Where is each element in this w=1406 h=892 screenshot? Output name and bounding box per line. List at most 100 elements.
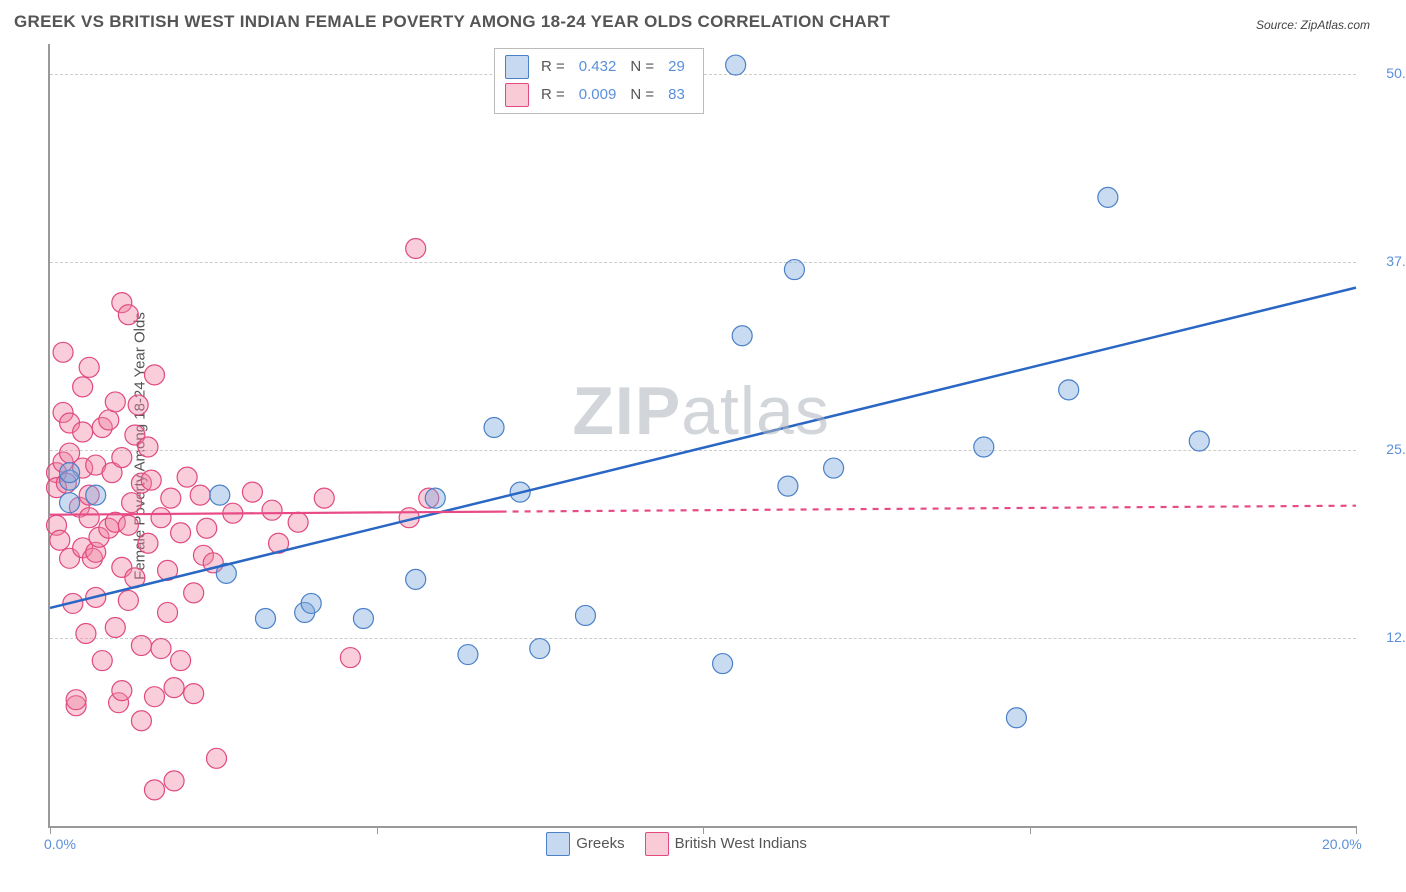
data-point (242, 482, 262, 502)
x-tick-label: 0.0% (44, 836, 76, 852)
data-point (79, 357, 99, 377)
data-point (73, 422, 93, 442)
r-label: R = (541, 81, 565, 109)
data-point (484, 417, 504, 437)
correlation-legend: R = 0.432 N = 29 R = 0.009 N = 83 (494, 48, 704, 114)
legend-row: R = 0.432 N = 29 (505, 53, 693, 81)
y-tick-label: 50.0% (1362, 65, 1406, 81)
data-point (60, 493, 80, 513)
data-point (141, 470, 161, 490)
data-point (66, 690, 86, 710)
data-point (105, 392, 125, 412)
trend-line (501, 506, 1356, 512)
data-point (164, 771, 184, 791)
legend-row: R = 0.009 N = 83 (505, 81, 693, 109)
data-point (824, 458, 844, 478)
series-legend: Greeks British West Indians (546, 832, 807, 856)
data-point (131, 636, 151, 656)
data-point (425, 488, 445, 508)
data-point (144, 780, 164, 800)
legend-swatch (505, 55, 529, 79)
legend-swatch (645, 832, 669, 856)
y-tick-label: 12.5% (1362, 629, 1406, 645)
data-point (575, 605, 595, 625)
data-point (138, 533, 158, 553)
data-point (210, 485, 230, 505)
data-point (1006, 708, 1026, 728)
data-point (112, 448, 132, 468)
x-tick-mark (1030, 826, 1031, 834)
r-value: 0.432 (579, 53, 617, 81)
data-point (60, 463, 80, 483)
data-point (713, 654, 733, 674)
legend-label: Greeks (576, 835, 624, 852)
data-point (974, 437, 994, 457)
data-point (53, 342, 73, 362)
data-point (184, 583, 204, 603)
data-point (161, 488, 181, 508)
data-point (732, 326, 752, 346)
data-point (138, 437, 158, 457)
data-point (122, 493, 142, 513)
data-point (76, 624, 96, 644)
plot-area: 12.5%25.0%37.5%50.0%0.0%20.0%ZIPatlas R … (48, 44, 1356, 828)
data-point (255, 608, 275, 628)
data-point (1059, 380, 1079, 400)
scatter-svg (50, 44, 1356, 826)
data-point (262, 500, 282, 520)
legend-swatch (505, 83, 529, 107)
data-point (92, 651, 112, 671)
data-point (190, 485, 210, 505)
data-point (406, 239, 426, 259)
data-point (171, 523, 191, 543)
x-tick-mark (377, 826, 378, 834)
legend-swatch (546, 832, 570, 856)
data-point (73, 377, 93, 397)
data-point (151, 508, 171, 528)
data-point (131, 711, 151, 731)
x-tick-mark (50, 826, 51, 834)
data-point (726, 55, 746, 75)
chart-container: GREEK VS BRITISH WEST INDIAN FEMALE POVE… (0, 0, 1406, 892)
data-point (151, 639, 171, 659)
data-point (784, 260, 804, 280)
data-point (314, 488, 334, 508)
data-point (184, 684, 204, 704)
legend-item: Greeks (546, 832, 624, 856)
data-point (158, 602, 178, 622)
data-point (105, 617, 125, 637)
data-point (458, 645, 478, 665)
n-value: 29 (668, 53, 685, 81)
data-point (144, 687, 164, 707)
data-point (1189, 431, 1209, 451)
data-point (177, 467, 197, 487)
data-point (197, 518, 217, 538)
data-point (288, 512, 308, 532)
data-point (112, 681, 132, 701)
x-tick-label: 20.0% (1322, 836, 1362, 852)
r-value: 0.009 (579, 81, 617, 109)
legend-label: British West Indians (675, 835, 807, 852)
data-point (118, 590, 138, 610)
data-point (171, 651, 191, 671)
r-label: R = (541, 53, 565, 81)
x-tick-mark (1356, 826, 1357, 834)
chart-title: GREEK VS BRITISH WEST INDIAN FEMALE POVE… (14, 12, 890, 32)
data-point (164, 678, 184, 698)
data-point (79, 508, 99, 528)
y-tick-label: 25.0% (1362, 441, 1406, 457)
data-point (340, 648, 360, 668)
n-label: N = (630, 81, 654, 109)
data-point (1098, 187, 1118, 207)
n-label: N = (630, 53, 654, 81)
data-point (118, 305, 138, 325)
data-point (778, 476, 798, 496)
data-point (99, 410, 119, 430)
n-value: 83 (668, 81, 685, 109)
data-point (530, 639, 550, 659)
trend-line (50, 288, 1356, 608)
legend-item: British West Indians (645, 832, 807, 856)
data-point (207, 748, 227, 768)
data-point (353, 608, 373, 628)
data-point (301, 593, 321, 613)
